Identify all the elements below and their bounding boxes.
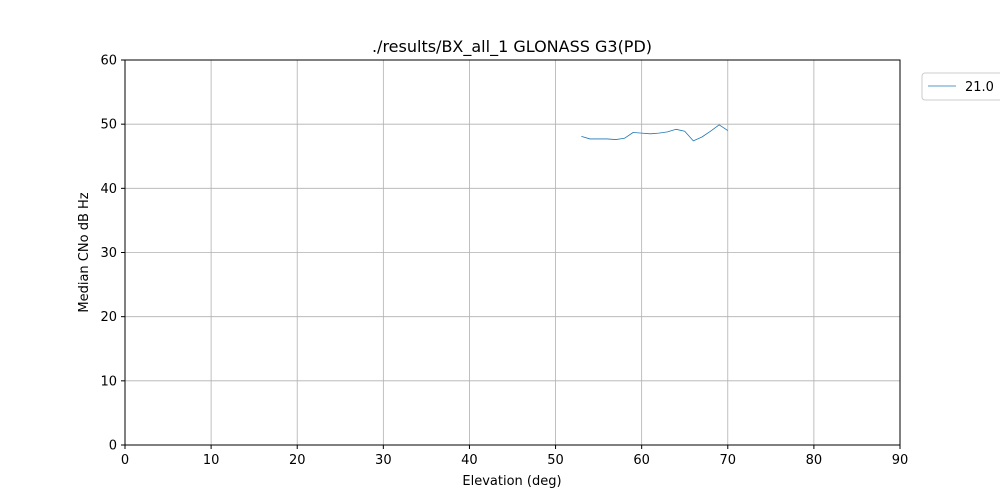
x-tick-label: 60 <box>633 453 650 468</box>
x-axis-label: Elevation (deg) <box>462 474 561 489</box>
y-tick-label: 30 <box>100 246 117 261</box>
y-tick-label: 20 <box>100 310 117 325</box>
x-tick-label: 70 <box>720 453 737 468</box>
x-tick-label: 10 <box>203 453 220 468</box>
x-axis-ticks: 0 10 20 30 40 50 60 70 80 90 <box>121 445 908 468</box>
x-tick-label: 20 <box>289 453 306 468</box>
y-tick-label: 10 <box>100 374 117 389</box>
y-tick-label: 50 <box>100 118 117 133</box>
y-tick-label: 0 <box>109 439 117 454</box>
legend-box <box>921 72 1000 101</box>
x-tick-label: 80 <box>806 453 823 468</box>
y-tick-label: 40 <box>100 182 117 197</box>
series-layer <box>581 124 729 142</box>
y-axis-ticks: 0 10 20 30 40 50 60 <box>100 54 125 454</box>
legend: 21.0 <box>921 72 1000 101</box>
legend-entry-label: 21.0 <box>965 80 994 95</box>
series-line <box>581 124 729 142</box>
y-tick-label: 60 <box>100 54 117 69</box>
x-tick-label: 40 <box>461 453 478 468</box>
x-tick-label: 90 <box>892 453 909 468</box>
y-axis-label: Median CNo dB Hz <box>77 192 92 312</box>
chart-title: ./results/BX_all_1 GLONASS G3(PD) <box>372 37 652 57</box>
x-tick-label: 0 <box>121 453 129 468</box>
x-tick-label: 30 <box>375 453 392 468</box>
grid <box>124 59 901 446</box>
x-tick-label: 50 <box>547 453 564 468</box>
